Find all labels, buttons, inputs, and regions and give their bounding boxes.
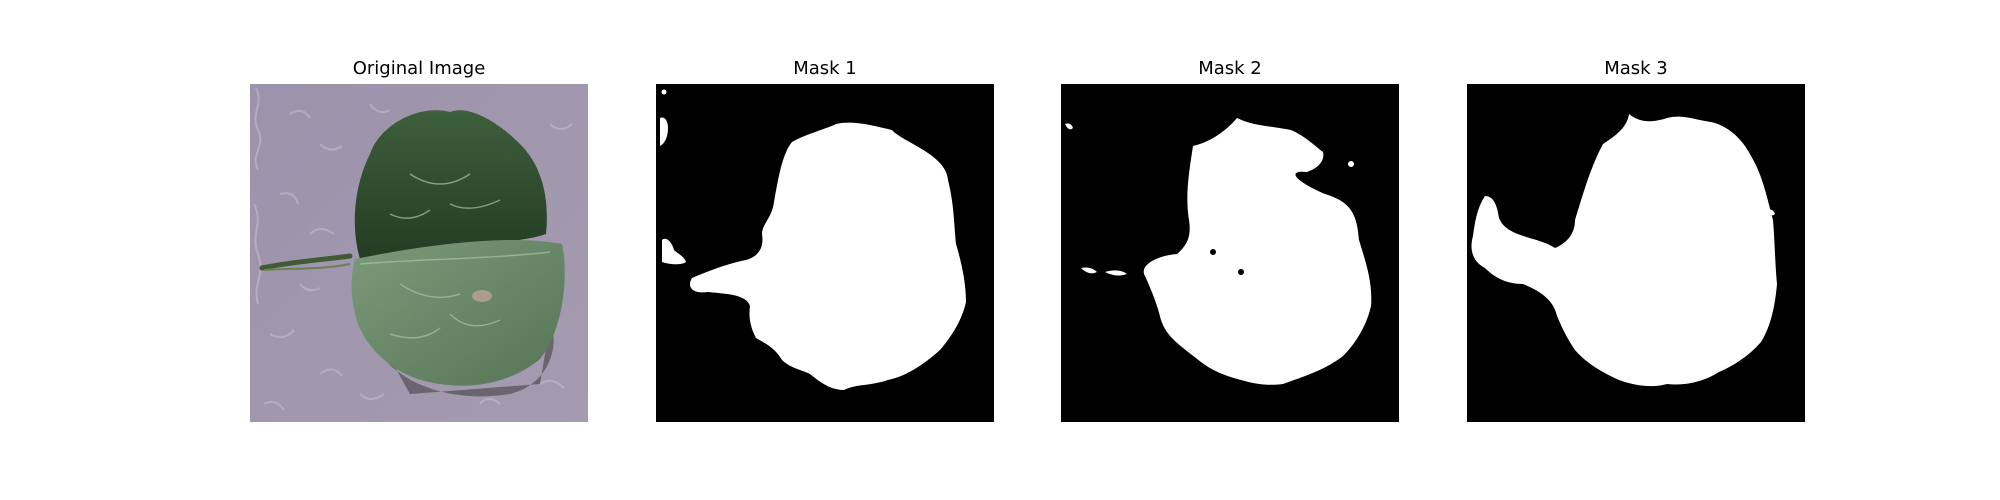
- mask-2-image: [1061, 84, 1399, 422]
- original-image-panel: [250, 84, 588, 422]
- mask-3-panel: [1467, 84, 1805, 422]
- mask-2-panel: [1061, 84, 1399, 422]
- mask-3-image: [1467, 84, 1805, 422]
- panel-title-mask-2: Mask 2: [1198, 58, 1262, 79]
- mask-1-image: [656, 84, 994, 422]
- leaf-photo: [250, 84, 588, 422]
- panel-title-original: Original Image: [352, 58, 486, 79]
- panel-title-mask-3: Mask 3: [1604, 58, 1668, 79]
- mask-1-panel: [656, 84, 994, 422]
- surface-texture: [253, 87, 573, 411]
- panel-title-mask-1: Mask 1: [793, 58, 857, 79]
